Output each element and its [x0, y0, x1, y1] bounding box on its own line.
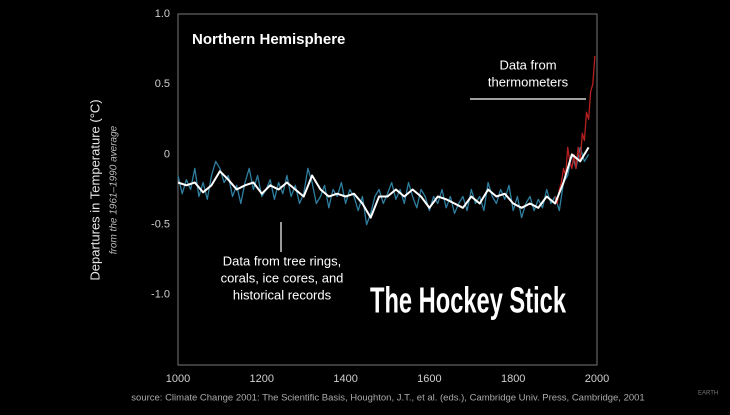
source: source: Climate Change 2001: The Scienti…	[131, 393, 644, 404]
headline: The Hockey Stick	[370, 280, 567, 321]
plot-frame	[177, 13, 598, 366]
series-line	[177, 146, 590, 219]
annotation: thermometers	[488, 74, 569, 89]
x-tick-label: 1400	[333, 373, 357, 385]
x-tick-label: 1200	[250, 373, 274, 385]
series-line	[177, 146, 590, 226]
x-tick-label: 1000	[166, 373, 190, 385]
y-tick-label: 1.0	[155, 8, 170, 20]
chart-title: Northern Hemisphere	[192, 31, 345, 48]
y-tick-label: 0.5	[155, 78, 170, 90]
logo: EARTH	[698, 391, 718, 397]
series-line	[554, 56, 596, 205]
annotation: corals, ice cores, and	[221, 270, 344, 285]
x-tick-label: 1600	[417, 373, 441, 385]
annotation: historical records	[233, 287, 332, 302]
x-tick-label: 1800	[501, 373, 525, 385]
y-axis-label: Departures in Temperature (°C)	[87, 99, 102, 280]
annotation: Data from	[499, 57, 556, 72]
y-axis-sublabel: from the 1961–1990 average	[109, 125, 120, 254]
x-tick-label: 2000	[585, 373, 609, 385]
y-tick-label: 0	[164, 148, 170, 160]
annotation: Data from tree rings,	[223, 253, 342, 268]
y-tick-label: -1.0	[151, 289, 170, 301]
y-tick-label: -0.5	[151, 219, 170, 231]
